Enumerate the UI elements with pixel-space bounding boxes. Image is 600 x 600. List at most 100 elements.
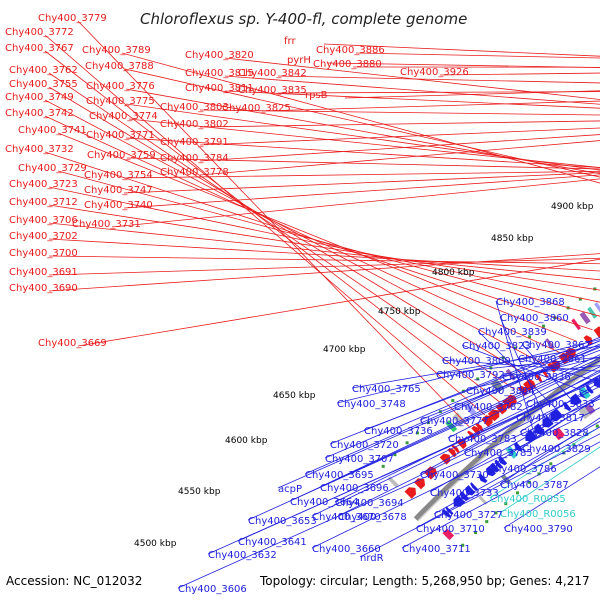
gene-label: Chy400_3748 [337, 399, 406, 410]
leader-line [326, 62, 600, 68]
leader-line [441, 359, 600, 372]
leader-line [48, 255, 600, 265]
leader-line [352, 66, 600, 68]
gene-label: Chy400_3860 [500, 313, 569, 324]
cog-block [587, 306, 598, 319]
leader-line [359, 433, 600, 558]
leader-line [439, 72, 600, 76]
cog-block [579, 311, 591, 325]
leader-line [277, 91, 600, 94]
leader-line [311, 407, 600, 549]
topology-text: Topology: circular; Length: 5,268,950 bp… [259, 574, 590, 588]
gc-dot [415, 431, 419, 435]
gene-label: Chy400_3729 [18, 163, 87, 174]
cog-block [452, 412, 466, 427]
gene-label: Chy400_3669 [38, 338, 107, 349]
gene-label: Chy400_3653 [248, 516, 317, 527]
kbp-tick-label: 4850 kbp [491, 234, 534, 244]
gene-label: Chy400_3809 [442, 356, 511, 367]
gc-skew-inner [461, 424, 599, 547]
gc-dot [461, 543, 465, 547]
gc-dot [527, 480, 531, 484]
gene-label: Chy400_3785 [464, 448, 533, 459]
cog-inner-band [442, 395, 600, 541]
gene-label: Chy400_3660 [312, 544, 381, 555]
gc-dot [489, 366, 493, 370]
gene-label: Chy400_3791 [160, 137, 229, 148]
label-lines [44, 20, 600, 589]
cog-block [578, 406, 591, 420]
kbp-tick-label: 4600 kbp [225, 436, 268, 446]
gene-label: Chy400_3784 [160, 153, 229, 164]
gene-label: Chy400_3740 [84, 200, 153, 211]
feature-arrow [453, 494, 466, 507]
leader-line [48, 86, 531, 378]
leader-line [447, 360, 600, 439]
gc-dot [501, 356, 505, 360]
gene-label: Chy400_3787 [500, 480, 569, 491]
cog-block [445, 419, 458, 433]
rna-feature [578, 386, 591, 400]
gene-label: Chy400_3765 [352, 384, 421, 395]
feature-arrow [498, 455, 508, 466]
gene-label: Chy400_3779 [38, 13, 107, 24]
leader-line [128, 118, 600, 168]
gc-dot [504, 502, 508, 506]
leader-line [463, 374, 600, 453]
feature-arrow [513, 441, 523, 452]
feature-arrow [470, 482, 479, 491]
gc-dot [426, 421, 430, 425]
gene-label: Chy400_3741 [18, 125, 87, 136]
gene-label: Chy400_3771 [86, 130, 155, 141]
gc-dot [485, 520, 489, 524]
gene-label: Chy400_3723 [9, 179, 78, 190]
leader-line [499, 417, 600, 485]
leader-line [336, 339, 600, 404]
gene-label: Chy400_3762 [9, 65, 78, 76]
gene-label: Chy400_3747 [84, 185, 153, 196]
gene-label: Chy400_3833 [526, 399, 595, 410]
gene-label: Chy400_3868 [496, 297, 565, 308]
cog-block [490, 378, 505, 393]
gene-label: Chy400_3641 [238, 537, 307, 548]
leader-line [289, 357, 600, 502]
gc-dot [513, 346, 517, 350]
gene-label: Chy400_3694 [335, 498, 404, 509]
gc-dot [381, 464, 385, 468]
gc-dot [542, 324, 546, 328]
leader-line [304, 343, 600, 475]
gene-label: nrdR [360, 553, 384, 564]
gene-label: Chy400_3792 [436, 370, 505, 381]
leader-line [48, 257, 600, 276]
gene-label: Chy400_3789 [82, 45, 151, 56]
leader-line [224, 90, 600, 109]
gene-label: Chy400_3702 [9, 231, 78, 242]
leader-line [48, 222, 600, 281]
leader-line [44, 34, 486, 416]
leader-line [329, 336, 600, 445]
gene-label: Chy400_3774 [89, 111, 158, 122]
leader-line [125, 88, 600, 175]
gene-label: Chy400_3839 [478, 327, 547, 338]
gc-dot [494, 511, 498, 515]
gene-label: Chy400_3712 [9, 197, 78, 208]
leader-line [48, 186, 600, 303]
gene-label: Chy400_3775 [86, 96, 155, 107]
leader-line [121, 52, 600, 184]
gene-label: Chy400_3823 [462, 341, 531, 352]
cog-block [464, 402, 477, 416]
cog-block [552, 427, 565, 441]
leader-line [525, 366, 600, 404]
gc-dot [393, 453, 397, 457]
leader-line [433, 420, 600, 515]
leader-line [419, 346, 600, 421]
gene-label: Chy400_3749 [5, 92, 74, 103]
gene-label: Chy400_3732 [5, 144, 74, 155]
kbp-tick-label: 4900 kbp [551, 202, 594, 212]
cog-block [478, 495, 488, 505]
gc-dot [476, 377, 480, 381]
gene-label: Chy400_3664 [290, 497, 359, 508]
backbone-arc [413, 355, 600, 521]
feature-arrow [404, 487, 417, 499]
gene-label: Chy400_3836 [502, 372, 571, 383]
